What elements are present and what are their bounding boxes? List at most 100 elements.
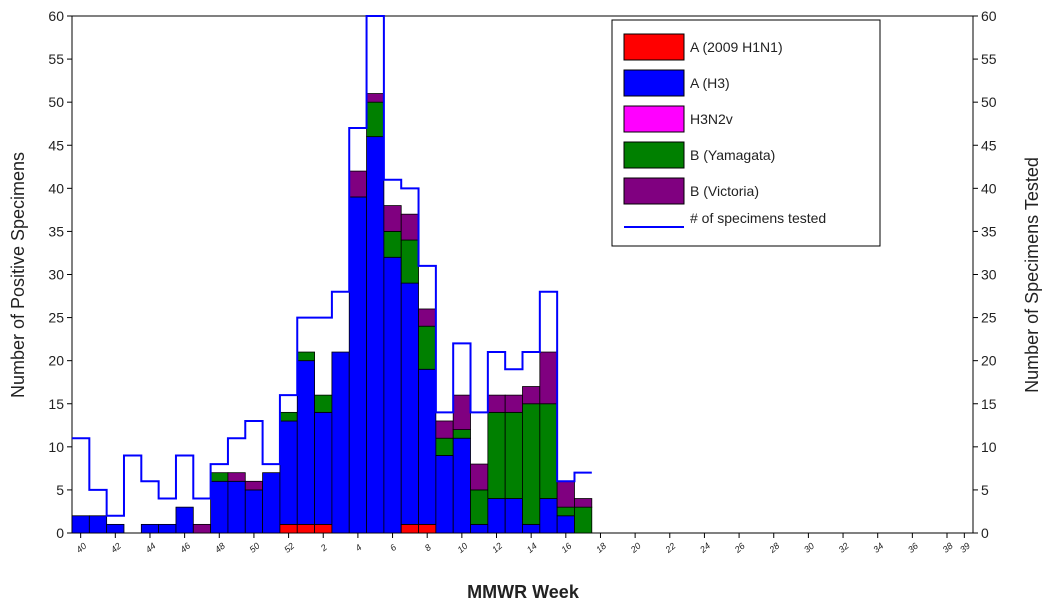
bar-segment [418, 325, 437, 370]
bar-segment [418, 308, 437, 327]
y2-tick-label: 20 [981, 353, 997, 369]
legend-label: B (Victoria) [690, 183, 759, 199]
bar-segment [383, 256, 402, 534]
bar-segment [556, 515, 575, 534]
y2-tick-label: 5 [981, 482, 989, 498]
x-tick-label: 48 [213, 541, 227, 555]
bar-segment [106, 523, 125, 534]
x-tick-label: 28 [767, 541, 782, 556]
bar-segment [383, 205, 402, 232]
bar-segment [227, 472, 246, 482]
y2-tick-label: 50 [981, 94, 997, 110]
bar-segment [244, 480, 264, 491]
y2-tick-label: 25 [981, 310, 997, 326]
bar-segment [279, 411, 298, 422]
bar-segment [366, 93, 385, 103]
x-tick-label: 24 [697, 541, 712, 556]
x-tick-label: 38 [941, 541, 955, 555]
legend-label: A (2009 H1N1) [690, 39, 783, 55]
bar-segment [400, 213, 419, 241]
x-tick-label: 10 [455, 541, 469, 555]
y2-tick-label: 60 [981, 8, 997, 24]
bar-segment [418, 523, 437, 534]
bar-segment [487, 394, 506, 413]
bar-segment [574, 506, 593, 534]
x-tick-label: 20 [628, 541, 643, 556]
y-tick-label: 20 [48, 353, 64, 369]
x-tick-label: 6 [388, 542, 398, 553]
bar-segment [435, 455, 454, 534]
legend-label: H3N2v [690, 111, 733, 127]
bar-segment [574, 498, 593, 508]
x-tick-label: 12 [490, 541, 504, 555]
y-tick-label: 5 [56, 482, 64, 498]
y-tick-label: 40 [48, 180, 64, 196]
legend-label: # of specimens tested [690, 210, 826, 226]
y-tick-label: 15 [48, 396, 64, 412]
y2-tick-label: 30 [981, 267, 997, 283]
x-tick-label: 4 [353, 542, 363, 553]
x-tick-label: 18 [594, 541, 608, 555]
x-tick-label: 26 [732, 541, 747, 556]
y2-axis-title: Number of Specimens Tested [1022, 157, 1042, 393]
bar-segment [314, 411, 333, 525]
legend-swatch [623, 69, 685, 97]
bar-segment [539, 498, 558, 534]
x-tick-label: 32 [837, 541, 851, 555]
y-tick-label: 0 [56, 525, 64, 541]
x-tick-label: 34 [871, 541, 885, 555]
y-tick-label: 50 [48, 94, 64, 110]
bar-segment [158, 523, 177, 534]
bar-segment [504, 498, 523, 534]
bar-segment [314, 523, 333, 534]
tested-line [72, 15, 592, 517]
y2-tick-label: 0 [981, 525, 989, 541]
y-tick-label: 10 [48, 439, 64, 455]
bar-segment [539, 351, 558, 405]
bar-segment [418, 368, 437, 525]
y2-tick-label: 45 [981, 137, 997, 153]
bar-segment [556, 506, 575, 517]
bar-segment [452, 394, 471, 431]
x-axis-title: MMWR Week [467, 582, 580, 602]
bar-segment [539, 403, 558, 499]
bar-segment [383, 231, 402, 258]
bar-segment [400, 282, 419, 525]
x-tick-label: 46 [178, 541, 192, 555]
bar-segment [210, 472, 229, 482]
bar-segment [71, 515, 90, 534]
legend-swatch [623, 177, 685, 205]
x-tick-label: 36 [906, 541, 920, 555]
x-tick-label: 16 [559, 541, 573, 555]
bar-segment [435, 437, 454, 456]
y2-tick-label: 55 [981, 51, 997, 67]
x-tick-label: 39 [958, 541, 972, 555]
bar-segment [192, 523, 212, 534]
bar-segment [279, 420, 298, 525]
bar-segment [504, 394, 523, 413]
x-tick-label: 30 [802, 541, 816, 555]
legend-label: A (H3) [690, 75, 730, 91]
x-tick-label: 8 [423, 542, 433, 553]
legend: A (2009 H1N1) A (H3) H3N2v B (Yamagata) B (V… [611, 19, 881, 247]
y2-tick-label: 35 [981, 223, 997, 239]
y2-tick-label: 10 [981, 439, 997, 455]
bar-segment [262, 472, 281, 534]
y-tick-label: 45 [48, 137, 64, 153]
bar-segment [470, 463, 489, 491]
bar-segment [556, 480, 575, 508]
legend-swatch [623, 141, 685, 169]
bar-segment [314, 394, 333, 413]
bar-segment [400, 239, 419, 284]
x-tick-label: 50 [248, 541, 262, 555]
bar-segment [348, 170, 367, 198]
x-tick-label: 44 [144, 541, 158, 555]
x-tick-label: 22 [663, 541, 678, 556]
bar-segment [522, 523, 541, 534]
x-tick-label: 52 [282, 541, 296, 555]
y-tick-label: 25 [48, 310, 64, 326]
bar-segment [140, 523, 160, 534]
bar-segment [296, 523, 315, 534]
bar-segment [470, 489, 489, 525]
